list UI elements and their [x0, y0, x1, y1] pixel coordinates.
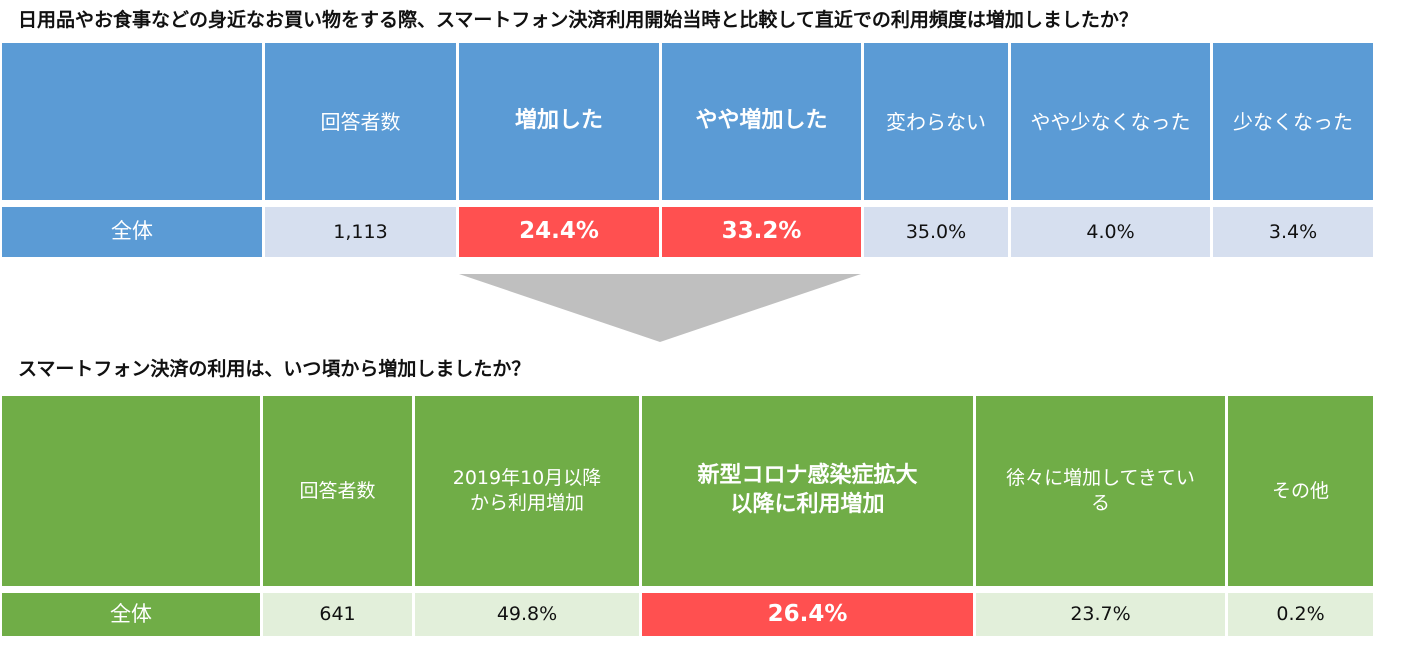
survey1-value-decreased: 3.4% [1213, 207, 1373, 257]
survey1-value-somewhat-increased: 33.2% [662, 207, 861, 257]
survey2-header-blank [2, 396, 260, 586]
survey1-header-somewhat-decreased: やや少なくなった [1011, 43, 1210, 200]
survey2-value-since-covid: 26.4% [642, 593, 973, 636]
survey1-header-unchanged: 変わらない [864, 43, 1008, 200]
survey1-question: 日用品やお食事などの身近なお買い物をする際、スマートフォン決済利用開始当時と比較… [18, 9, 1138, 31]
survey1-value-unchanged: 35.0% [864, 207, 1008, 257]
survey1-header-somewhat-increased: やや増加した [662, 43, 861, 200]
survey2-question: スマートフォン決済の利用は、いつ頃から増加しましたか？ [18, 358, 531, 380]
survey1-header-decreased: 少なくなった [1213, 43, 1373, 200]
survey2-header-since-oct-2019-line2: から利用増加 [469, 492, 584, 514]
survey2-row-label: 全体 [2, 593, 260, 636]
survey2-value-since-oct-2019: 49.8% [415, 593, 639, 636]
survey2-header-respondents: 回答者数 [263, 396, 412, 586]
survey2-header-other: その他 [1228, 396, 1373, 586]
survey1-header-blank [2, 43, 262, 200]
survey2-header-since-oct-2019: 2019年10月以降 から利用増加 [415, 396, 639, 586]
survey2-header-since-covid: 新型コロナ感染症拡大 以降に利用増加 [642, 396, 973, 586]
survey1-value-increased: 24.4% [459, 207, 659, 257]
survey2-header-since-covid-line2: 以降に利用増加 [730, 492, 885, 517]
survey1-header-increased: 増加した [459, 43, 659, 200]
survey2-value-respondents: 641 [263, 593, 412, 636]
survey2-header-since-covid-line1: 新型コロナ感染症拡大 [697, 463, 918, 489]
survey2-header-gradually: 徐々に増加してきてい る [976, 396, 1225, 586]
survey2-header-since-oct-2019-line1: 2019年10月以降 [452, 467, 602, 490]
survey1-header-respondents: 回答者数 [265, 43, 456, 200]
survey2-value-other: 0.2% [1228, 593, 1373, 636]
survey1-value-respondents: 1,113 [265, 207, 456, 257]
survey1-value-somewhat-decreased: 4.0% [1011, 207, 1210, 257]
down-triangle-arrow-icon [459, 274, 861, 342]
survey2-header-gradually-line1: 徐々に増加してきてい [1006, 467, 1195, 490]
survey1-row-label: 全体 [2, 207, 262, 257]
survey2-value-gradually: 23.7% [976, 593, 1225, 636]
survey2-header-gradually-line2: る [1090, 492, 1110, 514]
